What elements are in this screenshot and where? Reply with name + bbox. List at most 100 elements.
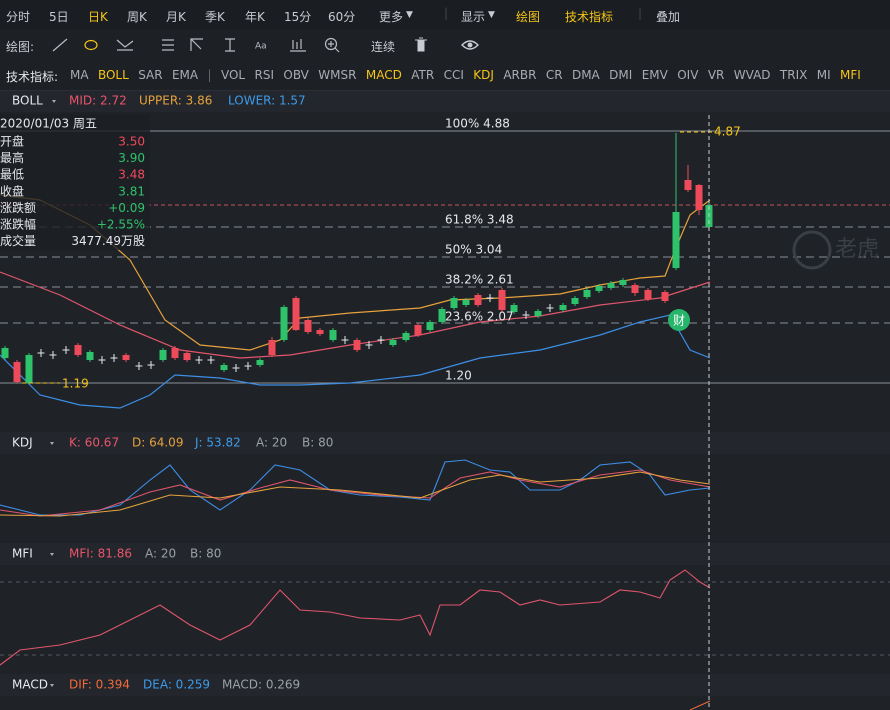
indicator-tab[interactable]: MFI [840,68,861,82]
period-tab[interactable]: 月K [166,10,186,24]
indicator-toggle[interactable]: 技术指标 [565,10,614,24]
indicator-tab[interactable]: ARBR [503,68,537,82]
candle-down-body [571,298,579,304]
delete-icon[interactable] [415,37,427,52]
zoom-tool[interactable] [324,37,338,51]
indicator-tab[interactable]: WMSR [318,68,357,82]
info-value: +0.09 [108,201,145,215]
indicator-tab[interactable]: RSI [254,68,274,82]
line-tool[interactable] [52,38,68,52]
more-menu[interactable]: 更多 [379,10,404,24]
indicator-tab[interactable]: CCI [443,68,464,82]
kdj-legend-bg [0,432,890,454]
candle-up-body [171,348,179,358]
dropdown-arrow[interactable] [52,100,56,103]
indicator-tab[interactable]: OIV [677,68,699,82]
info-label: 开盘 [0,134,24,149]
channel-tool[interactable] [116,39,134,51]
kdj-lines [0,459,711,517]
indicator-tab[interactable]: ATR [411,68,435,82]
indicator-tab[interactable]: MI [816,68,831,82]
period-tab[interactable]: 季K [205,10,225,24]
dropdown-arrow[interactable]: ▼ [406,10,413,20]
period-tab[interactable]: 60分 [328,10,356,24]
indicator-tab[interactable]: DMA [571,68,600,82]
candle-up-body [292,298,300,330]
fib-label: 50% 3.04 [445,243,502,257]
ellipse-tool[interactable] [84,39,98,51]
indicator-tab[interactable]: KDJ [473,68,494,82]
boll-upper-label: UPPER: 3.86 [139,94,212,108]
candle-up-body [13,362,21,382]
period-tab[interactable]: 5日 [49,10,69,24]
period-tab[interactable]: 日K [88,10,108,24]
news-badge[interactable] [668,309,690,331]
info-panel-text: 2020/01/03 周五 开盘 3.50 最高 3.90 最低 3.48 收盘 3.81 涨跌… [0,117,145,249]
dropdown-arrow[interactable] [50,684,54,687]
info-panel [0,114,150,250]
indicator-tab[interactable]: VOL [220,68,246,82]
macd-legend-bg [0,674,890,696]
candle-down-body [559,305,567,310]
candle-down-body [462,300,470,305]
indicator-tab[interactable]: MACD [365,68,402,82]
candle-down-body [25,355,33,383]
indicator-tab[interactable]: BOLL [97,68,129,82]
info-label: 涨跌幅 [0,217,36,232]
kdj-d-line [0,471,711,517]
macd-value: MACD: 0.269 [222,678,300,692]
candle-down-body [426,322,434,330]
display-menu[interactable]: 显示 [461,10,486,24]
news-badge-text[interactable]: 财 [673,314,685,328]
kdj-k-line [0,469,711,517]
boll-name[interactable]: BOLL [12,94,43,108]
period-tab[interactable]: 年K [245,10,265,24]
boll-lower-label: LOWER: 1.57 [228,94,306,108]
period-tab[interactable]: 15分 [284,10,312,24]
macd-name[interactable]: MACD [12,678,48,692]
watermark: 老虎 [835,237,879,262]
candle-down-body [438,309,446,322]
dropdown-arrow[interactable] [50,442,54,445]
macd-dea: DEA: 0.259 [143,678,210,692]
indicator-tab[interactable]: SAR [138,68,163,82]
fib-tool[interactable] [162,39,174,51]
indicator-tab[interactable]: MA [70,68,89,82]
macd-dif: DIF: 0.394 [69,678,130,692]
continuous-toggle[interactable]: 连续 [371,40,396,54]
indicator-tab[interactable]: WVAD [733,68,771,82]
indicator-tab[interactable]: EMA [171,68,199,82]
mfi-name[interactable]: MFI [12,547,33,561]
dropdown-arrow[interactable] [50,553,54,556]
draw-toggle[interactable]: 绘图 [516,10,541,24]
dropdown-arrow[interactable]: ▼ [488,10,495,20]
info-value: 3.48 [118,168,145,182]
indicator-tab[interactable]: TRIX [779,68,808,82]
indicator-tab[interactable]: VR [707,68,725,82]
candles [1,133,713,384]
period-toolbar: 分时 5日 日K 周K 月K 季K 年K 15分 60分 更多 ▼ | 显示 ▼… [0,0,890,31]
mfi-value: MFI: 81.86 [69,547,132,561]
candle-down-body [329,330,337,340]
indicator-tab[interactable]: EMV [641,68,668,82]
period-tab[interactable]: 分时 [6,10,31,24]
indicator-tab[interactable]: CR [545,68,563,82]
info-value: 3.50 [118,135,145,149]
mfi-line [0,569,711,666]
period-tab[interactable]: 周K [127,10,147,24]
indicator-tab[interactable]: DMI [609,68,633,82]
arrow-tool[interactable] [190,38,203,51]
fib-lines [0,130,890,384]
candle-down-body [280,307,288,340]
kdj-name[interactable]: KDJ [12,436,33,450]
info-value: 3.90 [118,151,145,165]
text-tool[interactable] [225,38,235,52]
overlay-toggle[interactable]: 叠加 [656,10,681,24]
font-tool[interactable]: Aa [255,42,267,52]
boll-upper [0,194,711,351]
visibility-icon[interactable] [461,40,479,50]
indicator-tab[interactable]: OBV [283,68,309,82]
draw-actions [415,37,479,52]
bar-tool[interactable] [290,39,306,52]
fib-label: 100% 4.88 [445,117,510,131]
